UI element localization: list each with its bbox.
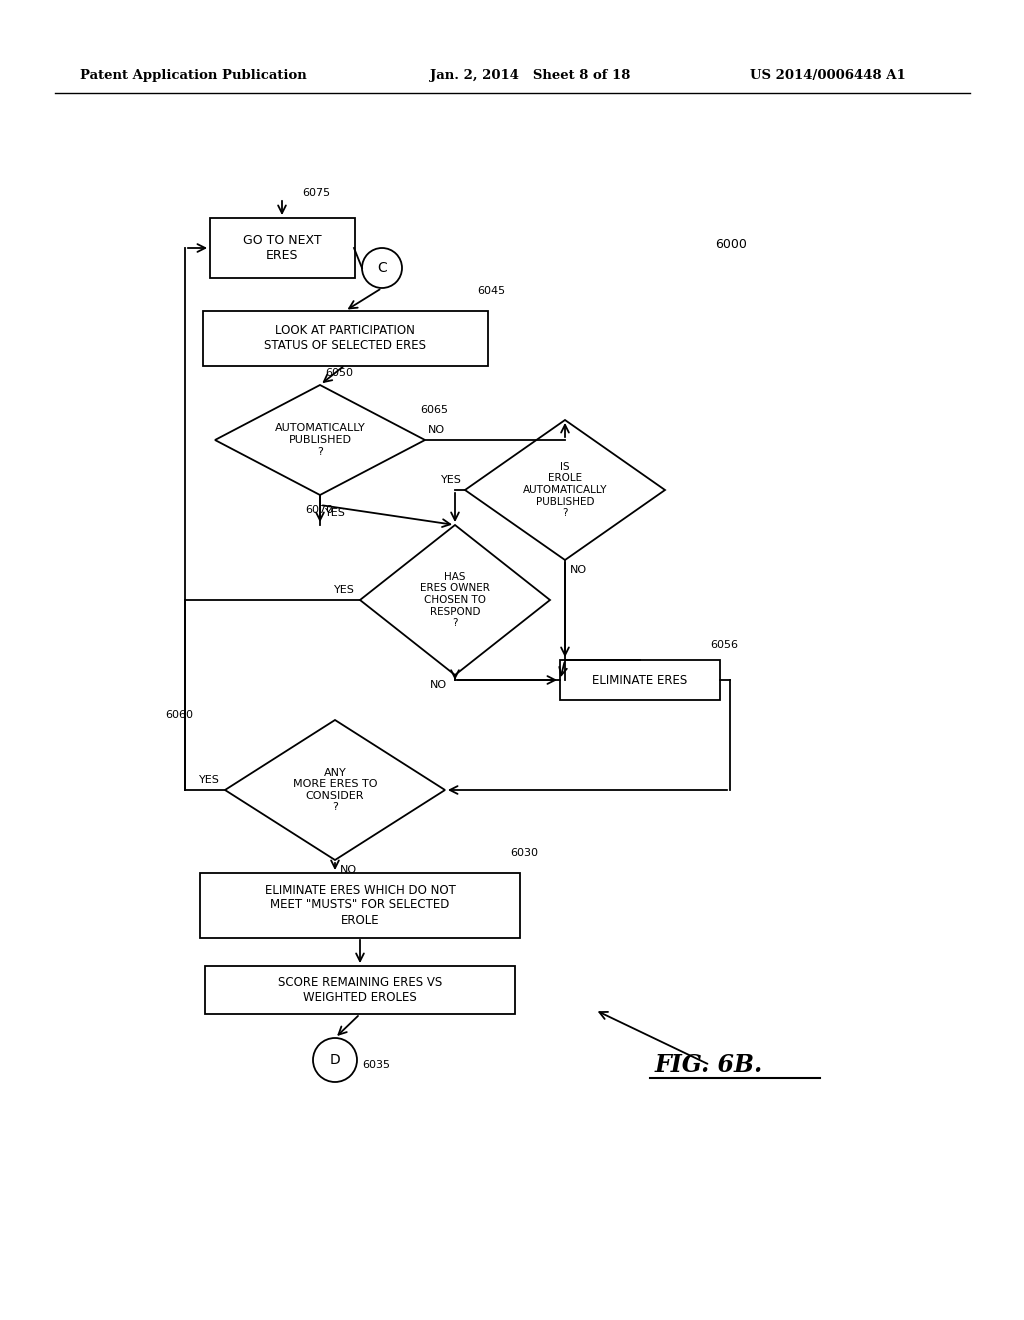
Text: 6070: 6070: [305, 506, 333, 515]
Text: NO: NO: [570, 565, 587, 576]
Text: SCORE REMAINING ERES VS
WEIGHTED EROLES: SCORE REMAINING ERES VS WEIGHTED EROLES: [278, 975, 442, 1005]
Text: YES: YES: [441, 475, 462, 484]
Text: YES: YES: [199, 775, 220, 785]
Polygon shape: [360, 525, 550, 675]
Polygon shape: [225, 719, 445, 861]
FancyBboxPatch shape: [205, 966, 515, 1014]
Text: IS
EROLE
AUTOMATICALLY
PUBLISHED
?: IS EROLE AUTOMATICALLY PUBLISHED ?: [522, 462, 607, 519]
Text: 6050: 6050: [325, 368, 353, 378]
Text: 6065: 6065: [420, 405, 449, 414]
Text: Jan. 2, 2014   Sheet 8 of 18: Jan. 2, 2014 Sheet 8 of 18: [430, 69, 631, 82]
Text: C: C: [377, 261, 387, 275]
Text: LOOK AT PARTICIPATION
STATUS OF SELECTED ERES: LOOK AT PARTICIPATION STATUS OF SELECTED…: [264, 323, 426, 352]
Text: NO: NO: [430, 680, 447, 690]
Text: ANY
MORE ERES TO
CONSIDER
?: ANY MORE ERES TO CONSIDER ?: [293, 768, 377, 812]
Text: D: D: [330, 1053, 340, 1067]
Circle shape: [313, 1038, 357, 1082]
Text: 6045: 6045: [477, 286, 505, 296]
Text: US 2014/0006448 A1: US 2014/0006448 A1: [750, 69, 906, 82]
Text: YES: YES: [325, 508, 346, 517]
Text: 6000: 6000: [715, 239, 746, 252]
Polygon shape: [465, 420, 665, 560]
Text: 6035: 6035: [362, 1060, 390, 1071]
Circle shape: [362, 248, 402, 288]
Text: 6060: 6060: [165, 710, 193, 719]
Text: Patent Application Publication: Patent Application Publication: [80, 69, 307, 82]
Text: YES: YES: [334, 585, 355, 595]
Text: GO TO NEXT
ERES: GO TO NEXT ERES: [243, 234, 322, 261]
FancyBboxPatch shape: [203, 310, 487, 366]
Text: FIG. 6B.: FIG. 6B.: [655, 1053, 763, 1077]
Text: NO: NO: [340, 865, 357, 875]
Text: AUTOMATICALLY
PUBLISHED
?: AUTOMATICALLY PUBLISHED ?: [274, 424, 366, 457]
Text: ELIMINATE ERES WHICH DO NOT
MEET "MUSTS" FOR SELECTED
EROLE: ELIMINATE ERES WHICH DO NOT MEET "MUSTS"…: [264, 883, 456, 927]
FancyBboxPatch shape: [200, 873, 520, 937]
Text: HAS
ERES OWNER
CHOSEN TO
RESPOND
?: HAS ERES OWNER CHOSEN TO RESPOND ?: [420, 572, 489, 628]
Text: 6030: 6030: [510, 847, 538, 858]
Text: NO: NO: [428, 425, 445, 436]
Text: 6075: 6075: [302, 187, 330, 198]
FancyBboxPatch shape: [560, 660, 720, 700]
Text: ELIMINATE ERES: ELIMINATE ERES: [592, 673, 688, 686]
Text: 6056: 6056: [710, 640, 738, 649]
FancyBboxPatch shape: [210, 218, 354, 279]
Polygon shape: [215, 385, 425, 495]
